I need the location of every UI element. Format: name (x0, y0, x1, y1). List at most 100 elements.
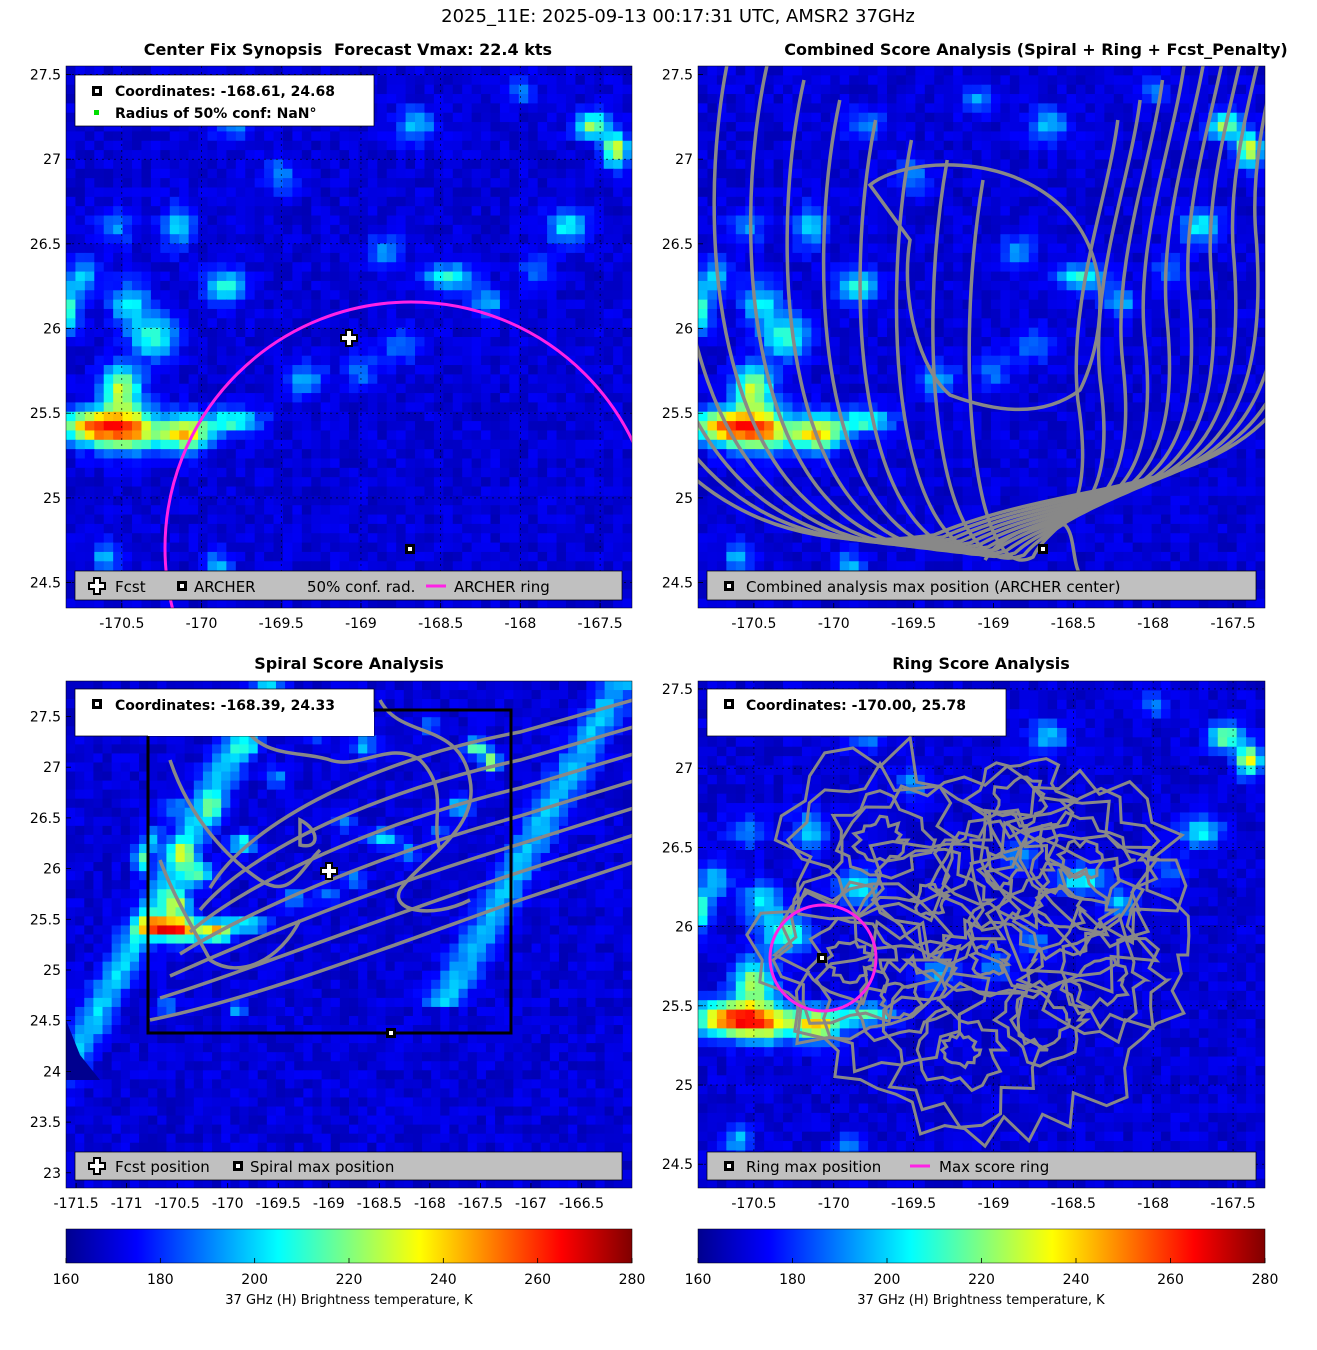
heatmap-cell (207, 393, 218, 404)
heatmap-cell (584, 168, 595, 179)
heatmap-cell (339, 168, 350, 179)
heatmap-cell (339, 495, 350, 506)
heatmap-cell (972, 178, 983, 189)
heatmap-cell (207, 374, 218, 385)
heatmap-cell (386, 486, 397, 497)
heatmap-cell (528, 66, 539, 76)
heatmap-cell (575, 486, 586, 497)
heatmap-cell (972, 75, 983, 86)
heatmap-cell (179, 290, 190, 301)
heatmap-cell (924, 103, 935, 114)
heatmap-cell (537, 327, 548, 338)
heatmap-cell (1057, 140, 1068, 151)
heatmap-cell (603, 308, 614, 319)
heatmap-cell (254, 383, 265, 394)
heatmap-cell (783, 84, 794, 95)
heatmap-cell (452, 374, 463, 385)
heatmap-cell (452, 561, 463, 572)
heatmap-cell (622, 365, 632, 375)
heatmap-cell (301, 252, 312, 263)
heatmap-cell (358, 439, 369, 450)
heatmap-cell (603, 280, 614, 291)
heatmap-cell (858, 280, 869, 291)
heatmap-cell (207, 178, 218, 189)
heatmap-cell (415, 103, 426, 114)
heatmap-cell (1085, 150, 1096, 161)
heatmap-cell (141, 224, 152, 235)
heatmap-cell (424, 150, 435, 161)
heatmap-cell (377, 206, 388, 217)
heatmap-cell (254, 486, 265, 497)
heatmap-cell (103, 318, 114, 329)
heatmap-cell (1076, 159, 1087, 170)
heatmap-cell (396, 187, 407, 198)
heatmap-cell (518, 94, 529, 104)
heatmap-cell (235, 252, 246, 263)
heatmap-cell (367, 365, 378, 375)
heatmap-cell (1208, 131, 1219, 142)
heatmap-cell (565, 84, 576, 95)
heatmap-cell (1142, 280, 1153, 291)
heatmap-cell (915, 224, 926, 235)
heatmap-cell (94, 215, 105, 226)
heatmap-cell (1009, 224, 1020, 235)
heatmap-cell (943, 215, 954, 226)
heatmap-cell (282, 523, 293, 534)
heatmap-cell (188, 327, 199, 338)
heatmap-cell (509, 215, 520, 226)
heatmap-cell (462, 224, 473, 235)
heatmap-cell (613, 421, 624, 432)
heatmap-cell (160, 187, 171, 198)
heatmap-cell (113, 598, 124, 608)
heatmap-cell (443, 187, 454, 198)
heatmap-cell (216, 430, 227, 441)
heatmap-cell (839, 66, 850, 76)
heatmap-cell (66, 94, 77, 104)
heatmap-cell (584, 467, 595, 478)
heatmap-cell (433, 234, 444, 245)
heatmap-cell (471, 514, 482, 525)
heatmap-cell (1151, 75, 1162, 86)
heatmap-cell (273, 421, 284, 432)
heatmap-cell (1076, 178, 1087, 189)
heatmap-cell (358, 402, 369, 413)
heatmap-cell (1198, 122, 1209, 133)
heatmap-cell (386, 112, 397, 123)
heatmap-cell (735, 252, 746, 263)
heatmap-cell (745, 66, 756, 76)
heatmap-cell (396, 122, 407, 133)
heatmap-cell (499, 561, 510, 572)
heatmap-cell (282, 411, 293, 422)
heatmap-cell (972, 140, 983, 151)
heatmap-cell (94, 131, 105, 142)
legend-fcst: Fcst (115, 578, 146, 596)
heatmap-cell (339, 514, 350, 525)
heatmap-cell (792, 75, 803, 86)
heatmap-cell (868, 271, 879, 282)
heatmap-cell (801, 75, 812, 86)
heatmap-cell (122, 262, 133, 273)
heatmap-cell (1113, 187, 1124, 198)
heatmap-cell (216, 411, 227, 422)
heatmap-cell (226, 477, 237, 488)
heatmap-cell (292, 533, 303, 544)
heatmap-cell (1047, 66, 1058, 76)
heatmap-cell (292, 346, 303, 357)
heatmap-cell (141, 327, 152, 338)
heatmap-cell (528, 290, 539, 301)
heatmap-cell (754, 140, 765, 151)
heatmap-cell (1066, 280, 1077, 291)
heatmap-cell (396, 402, 407, 413)
heatmap-cell (887, 140, 898, 151)
heatmap-cell (320, 131, 331, 142)
heatmap-cell (1161, 206, 1172, 217)
heatmap-cell (235, 159, 246, 170)
heatmap-cell (358, 458, 369, 469)
heatmap-cell (216, 215, 227, 226)
heatmap-cell (1076, 206, 1087, 217)
heatmap-cell (245, 168, 256, 179)
heatmap-cell (462, 421, 473, 432)
heatmap-cell (301, 159, 312, 170)
heatmap-cell (603, 299, 614, 310)
heatmap-cell (273, 280, 284, 291)
